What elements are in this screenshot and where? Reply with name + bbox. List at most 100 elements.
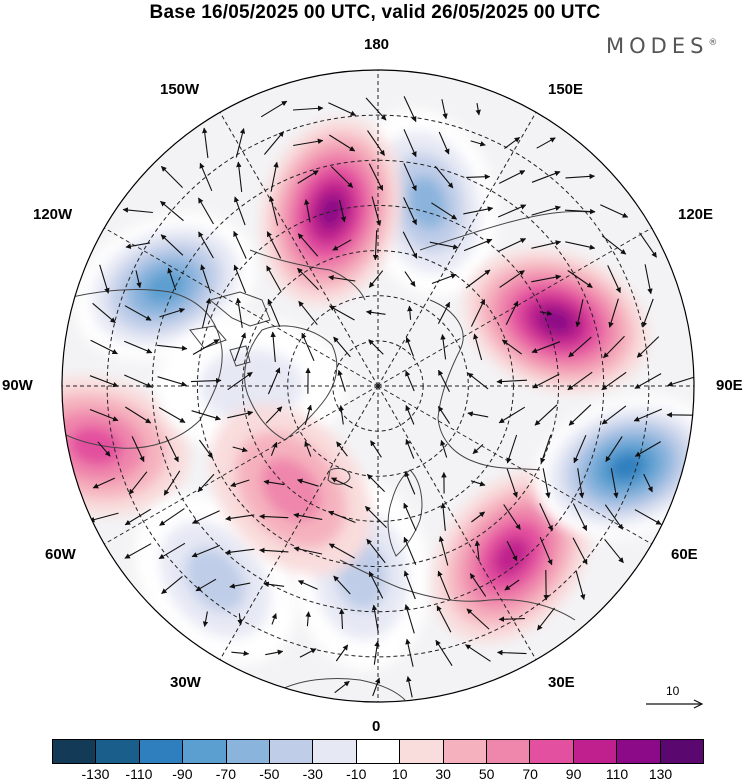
reference-vector-arrow [646, 699, 704, 709]
wind-vector [475, 103, 481, 116]
wind-vector [334, 680, 350, 694]
wind-vector [328, 543, 355, 559]
wind-vector [299, 648, 317, 658]
wind-vector [263, 131, 285, 155]
wind-vector [440, 334, 447, 360]
wind-vector [260, 100, 288, 118]
wind-vector [333, 575, 351, 595]
wind-vector [270, 161, 279, 192]
wind-vector [372, 677, 381, 697]
wind-vector [531, 274, 562, 283]
wind-vector [641, 298, 654, 328]
colorbar-swatch [399, 740, 443, 763]
colorbar-tick-label: -70 [215, 766, 236, 782]
meridian-line [215, 104, 379, 387]
wind-vector [534, 404, 558, 426]
wind-vector [497, 204, 527, 218]
wind-vector [265, 649, 284, 656]
wind-vector [539, 310, 553, 316]
wind-vector [429, 241, 459, 250]
meridian-line [215, 385, 379, 668]
wind-vector [163, 470, 181, 496]
wind-vector [437, 570, 451, 600]
wind-vector [122, 207, 153, 214]
colorbar-swatch [138, 740, 183, 763]
wind-vector [463, 238, 493, 252]
wind-vector [225, 514, 255, 522]
wind-vector [506, 540, 518, 562]
wind-vector [329, 134, 356, 152]
modes-logo: MODES® [606, 34, 717, 58]
wind-vector [573, 434, 587, 464]
wind-vector [270, 441, 278, 456]
wind-vector [297, 170, 319, 184]
wind-vector [157, 376, 187, 387]
wind-vector [235, 127, 246, 158]
wind-vector [536, 137, 556, 149]
wind-vector [604, 538, 624, 564]
wind-vector [365, 506, 387, 528]
wind-vector [368, 339, 384, 355]
colorbar-swatch [616, 740, 660, 763]
wind-vector [305, 611, 311, 627]
wind-vector [440, 439, 448, 458]
wind-vector [301, 332, 315, 362]
wind-vector [406, 676, 413, 698]
wind-vector [259, 513, 289, 520]
wind-vector [539, 503, 553, 532]
wind-vector [437, 405, 451, 424]
wind-vector [233, 230, 247, 259]
colorbar [52, 739, 704, 764]
wind-vector [636, 336, 660, 358]
wind-vector [607, 265, 621, 294]
wind-vector [440, 502, 446, 531]
wind-vector [92, 477, 116, 489]
wind-vector [125, 406, 152, 424]
wind-vector [643, 473, 653, 493]
wind-vector [159, 307, 186, 318]
wind-vector [504, 579, 520, 591]
wind-vector [328, 102, 357, 116]
wind-vector [498, 238, 527, 252]
wind-vector [268, 195, 279, 226]
wind-vector [266, 231, 282, 259]
wind-vector [365, 309, 386, 316]
wind-vector [577, 468, 585, 499]
meridian-line [377, 385, 541, 668]
colorbar-tick-label: 10 [391, 766, 408, 782]
colorbar-swatch [355, 740, 400, 763]
label-120e: 120E [678, 206, 714, 223]
colorbar-tick-label: 130 [648, 766, 673, 782]
colorbar-tick-label: -30 [302, 766, 323, 782]
colorbar-tick-label: 50 [478, 766, 495, 782]
wind-vector [601, 235, 627, 255]
wind-vector [198, 197, 214, 225]
wind-vector [293, 546, 323, 555]
wind-vector [505, 300, 519, 325]
colorbar-swatch [312, 740, 356, 763]
map-title: Base 16/05/2025 00 UTC, valid 26/05/2025… [149, 2, 601, 23]
wind-vector [503, 504, 521, 530]
wind-vector [437, 301, 451, 324]
wind-vector [634, 441, 661, 457]
colorbar-tick-label: -10 [346, 766, 367, 782]
wind-vector [292, 105, 324, 112]
wind-vector [438, 369, 450, 392]
east-siberia-coast [419, 211, 591, 251]
wind-vector [371, 604, 379, 633]
wind-vector [565, 173, 596, 180]
wind-vector [532, 373, 560, 389]
wind-vector [271, 613, 277, 625]
wind-vector [200, 264, 212, 294]
meridian-line [96, 223, 379, 387]
colorbar-swatch [572, 740, 617, 763]
wind-vector [330, 166, 354, 188]
wind-vector [373, 640, 380, 665]
label-120w: 120W [33, 206, 73, 223]
wind-vector [161, 166, 183, 188]
wind-vector [263, 479, 285, 486]
wind-vector [368, 270, 384, 288]
wind-vector [331, 477, 353, 489]
wind-vector [441, 99, 448, 120]
wind-vector [267, 367, 281, 395]
